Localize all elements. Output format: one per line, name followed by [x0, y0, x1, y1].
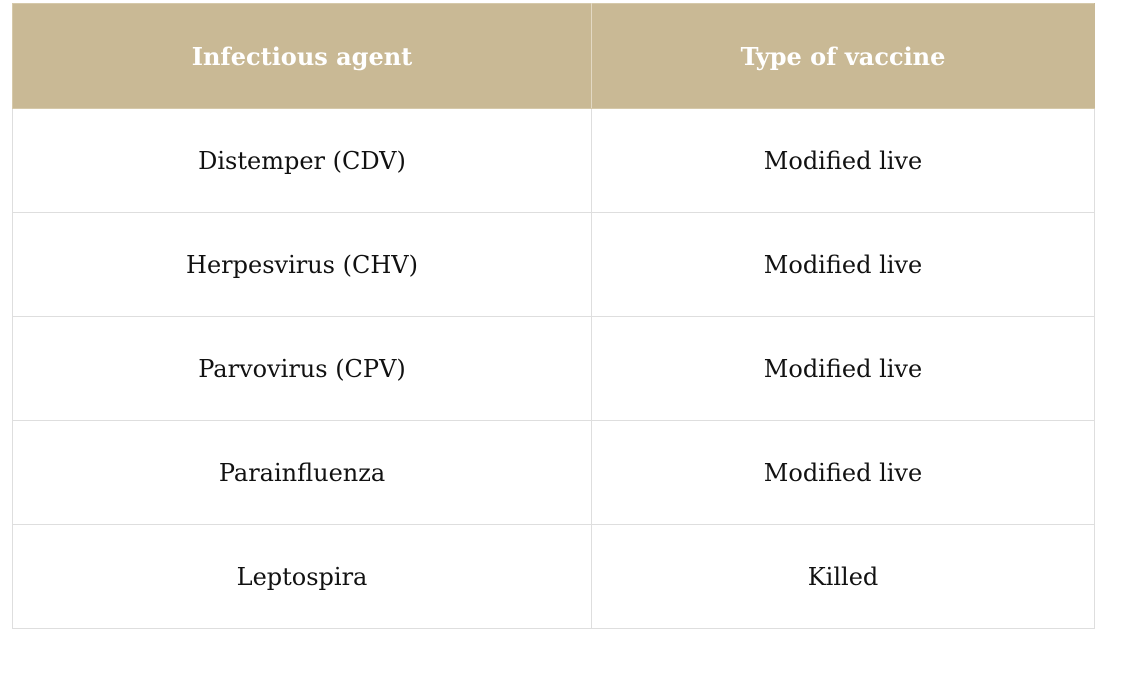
cell-infectious-agent: Distemper (CDV) [12, 108, 592, 213]
cell-infectious-agent: Parvovirus (CPV) [12, 316, 592, 421]
table-row: Herpesvirus (CHV) Modified live [12, 212, 1095, 317]
cell-vaccine-type: Modified live [591, 212, 1095, 317]
table-row: Parainfluenza Modified live [12, 420, 1095, 525]
cell-infectious-agent: Parainfluenza [12, 420, 592, 525]
header-type-of-vaccine: Type of vaccine [591, 3, 1095, 109]
cell-vaccine-type: Modified live [591, 108, 1095, 213]
table-row: Parvovirus (CPV) Modified live [12, 316, 1095, 421]
cell-vaccine-type: Killed [591, 524, 1095, 629]
vaccine-table: Infectious agent Type of vaccine Distemp… [12, 3, 1095, 629]
table-row: Leptospira Killed [12, 524, 1095, 629]
cell-infectious-agent: Herpesvirus (CHV) [12, 212, 592, 317]
vaccine-table-container: Infectious agent Type of vaccine Distemp… [12, 3, 1095, 629]
cell-vaccine-type: Modified live [591, 316, 1095, 421]
table-header-row: Infectious agent Type of vaccine [12, 3, 1095, 109]
cell-vaccine-type: Modified live [591, 420, 1095, 525]
cell-infectious-agent: Leptospira [12, 524, 592, 629]
header-infectious-agent: Infectious agent [12, 3, 592, 109]
table-row: Distemper (CDV) Modified live [12, 108, 1095, 213]
